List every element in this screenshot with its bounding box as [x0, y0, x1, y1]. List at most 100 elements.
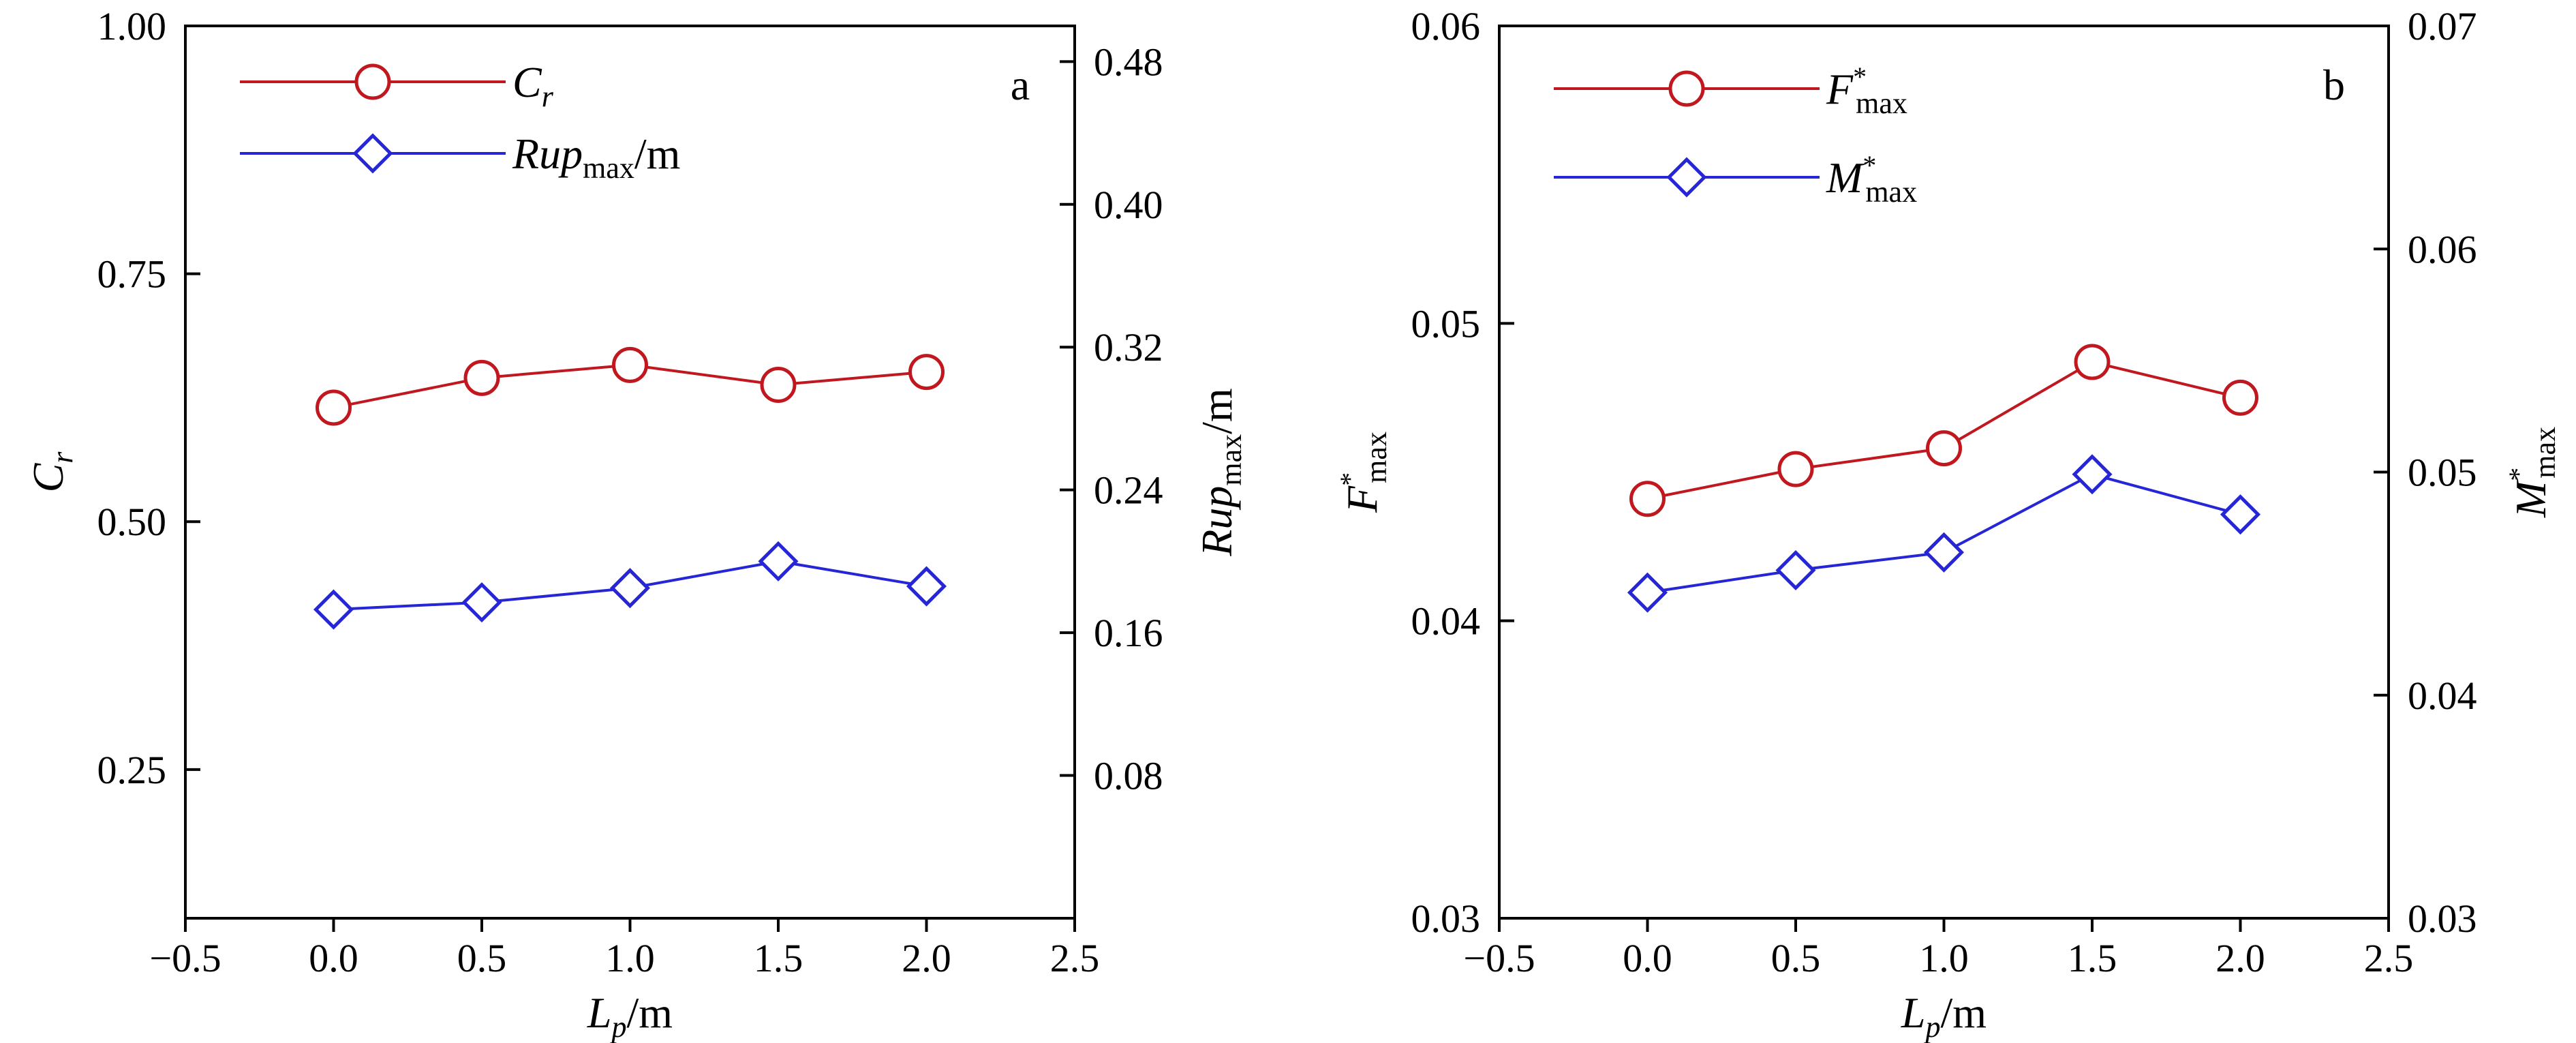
x-tick-label: 2.0 — [902, 936, 951, 980]
y-right-tick-label: 0.03 — [2408, 896, 2477, 941]
data-point-2-4 — [758, 541, 799, 581]
x-axis-label: Lp/m — [1901, 988, 1987, 1043]
y-right-axis-label-main: Rup — [1193, 486, 1241, 557]
data-point-1-1 — [316, 389, 352, 426]
legend-label-1-main: C — [512, 58, 542, 106]
y-right-axis-label-main: M — [2506, 479, 2555, 518]
x-tick-label: 2.5 — [2364, 936, 2414, 980]
data-point-2-3 — [609, 568, 651, 609]
y-left-axis-label: Cr — [24, 451, 79, 493]
data-point-1-2 — [463, 359, 500, 396]
x-tick-label: 0.5 — [1771, 936, 1821, 980]
y-left-tick-label: 0.04 — [1411, 599, 1481, 644]
y-right-tick-label: 0.04 — [2408, 674, 2477, 718]
y-left-axis-label-sup: * — [1334, 472, 1365, 486]
x-tick-label: 1.5 — [2068, 936, 2117, 980]
x-tick-label: 0.5 — [457, 936, 507, 980]
data-point-2-2 — [461, 582, 502, 623]
legend-label-2-main: Rup — [512, 130, 583, 178]
x-axis-label-unit: /m — [627, 988, 673, 1037]
y-left-axis-label-sub: max — [1360, 432, 1393, 483]
legend-marker-2 — [352, 133, 393, 174]
legend-label-2-sup: * — [1862, 150, 1876, 181]
x-axis-label-main: L — [587, 988, 612, 1037]
y-right-tick-label: 0.32 — [1094, 325, 1163, 369]
y-right-tick-label: 0.08 — [1094, 754, 1163, 798]
legend-label-2-unit: /m — [634, 130, 681, 178]
y-right-axis-label-sup: * — [2503, 468, 2534, 481]
x-tick-label: 1.5 — [754, 936, 803, 980]
legend-marker-2 — [1666, 157, 1707, 198]
x-tick-label: −0.5 — [149, 936, 221, 980]
panel-a: −0.5 0.0 0.5 1.0 1.5 2.0 2.5 0.25 0.50 0.75 1.00 0.… — [24, 4, 1248, 1043]
legend-label-1: Cr — [512, 58, 554, 113]
legend-label-1-main: F — [1826, 65, 1854, 113]
y-right-axis-label: M*max — [2503, 427, 2562, 518]
y-left-tick-label: 0.06 — [1411, 4, 1481, 48]
y-left-axis-label-main: C — [24, 462, 72, 492]
data-point-1-5 — [2222, 379, 2258, 416]
panel-b: −0.5 0.0 0.5 1.0 1.5 2.0 2.50.030.040.050.060.… — [1334, 4, 2562, 1043]
x-axis-label-sub: p — [610, 1010, 627, 1043]
legend-label-2-sub: max — [1865, 175, 1917, 209]
x-tick-label: 2.0 — [2215, 936, 2265, 980]
data-point-2-1 — [1627, 572, 1668, 613]
y-left-tick-label: 1.00 — [97, 4, 167, 48]
data-point-1-4 — [2074, 344, 2111, 380]
y-right-tick-label: 0.06 — [2408, 227, 2477, 271]
panel-letter: b — [2323, 61, 2345, 109]
legend-marker-1 — [1668, 70, 1705, 107]
legend-label-1: F* max — [1826, 61, 1907, 120]
y-right-tick-label: 0.48 — [1094, 40, 1163, 84]
panel-letter: a — [1011, 61, 1030, 109]
y-right-tick-label: 0.05 — [2408, 451, 2477, 495]
data-point-1-1 — [1629, 481, 1666, 517]
y-left-tick-label: 0.25 — [97, 748, 167, 792]
y-left-tick-label: 0.05 — [1411, 301, 1481, 346]
data-point-2-2 — [1775, 549, 1816, 591]
data-point-2-4 — [2072, 454, 2113, 495]
data-point-1-3 — [612, 346, 648, 383]
legend-label-2-sub: max — [583, 151, 634, 185]
data-point-2-5 — [2220, 494, 2261, 535]
x-tick-label: 0.0 — [1623, 936, 1672, 980]
data-point-2-5 — [906, 566, 947, 607]
y-left-tick-label: 0.75 — [97, 252, 167, 297]
legend-label-2: Rupmax/m — [512, 130, 680, 185]
legend-marker-1 — [354, 63, 391, 100]
y-right-axis-label-sub: max — [1214, 434, 1248, 486]
y-left-tick-label: 0.50 — [97, 500, 167, 544]
x-tick-label: −0.5 — [1463, 936, 1535, 980]
y-right-axis-label-sub: max — [2528, 427, 2562, 479]
x-axis-label-sub: p — [1924, 1010, 1941, 1043]
data-point-2-1 — [313, 589, 354, 630]
y-right-tick-label: 0.24 — [1094, 468, 1163, 513]
plot-frame — [1498, 25, 2390, 920]
legend-label-1-sub: r — [542, 80, 554, 113]
y-left-axis-label-sub: r — [46, 451, 79, 464]
data-point-2-3 — [1923, 532, 1965, 573]
data-point-1-3 — [1926, 430, 1962, 467]
y-right-axis-label-unit: /m — [1193, 388, 1241, 434]
x-axis-label: Lp/m — [587, 988, 673, 1043]
legend-label-1-sub: max — [1856, 87, 1907, 120]
x-tick-label: 1.0 — [1919, 936, 1969, 980]
x-tick-label: 1.0 — [605, 936, 655, 980]
x-tick-label: 0.0 — [309, 936, 358, 980]
y-right-tick-label: 0.16 — [1094, 611, 1163, 655]
y-left-axis-label: F*max — [1334, 432, 1393, 513]
y-right-tick-label: 0.40 — [1094, 183, 1163, 227]
data-point-1-2 — [1777, 451, 1814, 487]
legend-label-1-sup: * — [1853, 61, 1867, 92]
data-point-1-4 — [760, 367, 797, 404]
legend-label-2: M* max — [1826, 150, 1917, 209]
x-axis-label-main: L — [1901, 988, 1926, 1037]
y-right-tick-label: 0.07 — [2408, 4, 2477, 48]
y-right-axis-label: Rupmax/m — [1193, 388, 1248, 556]
y-left-axis-label-main: F — [1338, 485, 1386, 513]
y-left-tick-label: 0.03 — [1411, 896, 1481, 941]
data-point-1-5 — [908, 354, 945, 391]
x-tick-label: 2.5 — [1050, 936, 1100, 980]
legend-label-2-main: M — [1826, 153, 1865, 202]
